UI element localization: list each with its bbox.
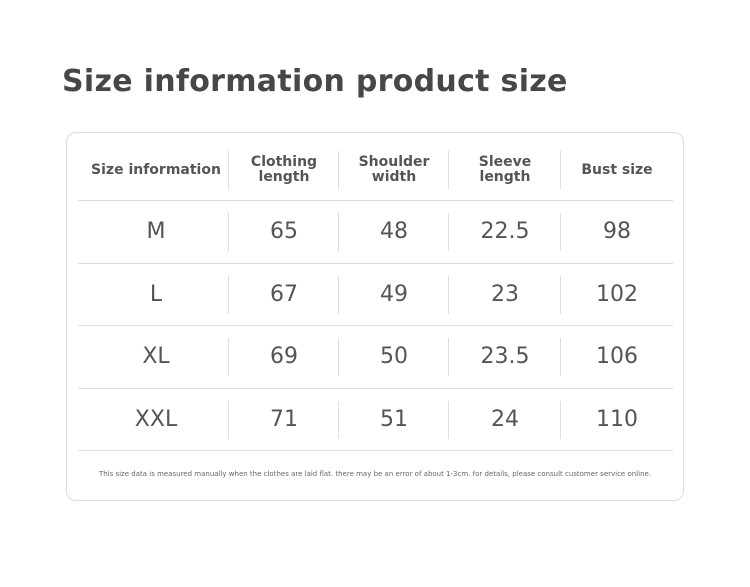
size-value: 67 xyxy=(270,282,298,307)
column-header: Size information xyxy=(91,161,221,178)
size-value: 106 xyxy=(596,344,638,369)
size-label: M xyxy=(146,219,166,244)
size-value: 65 xyxy=(270,219,298,244)
row-divider xyxy=(78,450,673,451)
column-header: Sleeve length xyxy=(478,154,532,185)
size-value: 23 xyxy=(491,282,519,307)
divider xyxy=(228,213,229,251)
divider xyxy=(448,401,449,439)
table-card xyxy=(66,132,684,501)
row-divider xyxy=(78,388,673,389)
size-value: 69 xyxy=(270,344,298,369)
row-divider xyxy=(78,200,673,201)
divider xyxy=(560,151,561,189)
divider xyxy=(560,276,561,314)
size-value: 48 xyxy=(380,219,408,244)
divider xyxy=(228,276,229,314)
size-value: 22.5 xyxy=(480,219,530,244)
row-divider xyxy=(78,263,673,264)
column-header: Shoulder width xyxy=(358,154,430,185)
size-value: 71 xyxy=(270,407,298,432)
size-label: XL xyxy=(142,344,170,369)
divider xyxy=(338,276,339,314)
column-header: Bust size xyxy=(581,161,653,178)
page-title: Size information product size xyxy=(62,64,568,99)
size-value: 50 xyxy=(380,344,408,369)
size-value: 110 xyxy=(596,407,638,432)
divider xyxy=(448,151,449,189)
size-label: L xyxy=(149,282,163,307)
divider xyxy=(448,338,449,376)
row-divider xyxy=(78,325,673,326)
divider xyxy=(338,213,339,251)
size-label: XXL xyxy=(134,407,178,432)
divider xyxy=(228,338,229,376)
size-value: 49 xyxy=(380,282,408,307)
divider xyxy=(560,401,561,439)
divider xyxy=(338,338,339,376)
column-header: Clothing length xyxy=(250,154,318,185)
size-value: 24 xyxy=(491,407,519,432)
divider xyxy=(448,213,449,251)
footnote: This size data is measured manually when… xyxy=(98,470,652,478)
divider xyxy=(338,151,339,189)
divider xyxy=(228,151,229,189)
size-value: 23.5 xyxy=(480,344,530,369)
size-value: 98 xyxy=(603,219,631,244)
divider xyxy=(560,213,561,251)
divider xyxy=(338,401,339,439)
divider xyxy=(448,276,449,314)
divider xyxy=(228,401,229,439)
size-value: 51 xyxy=(380,407,408,432)
size-value: 102 xyxy=(596,282,638,307)
divider xyxy=(560,338,561,376)
